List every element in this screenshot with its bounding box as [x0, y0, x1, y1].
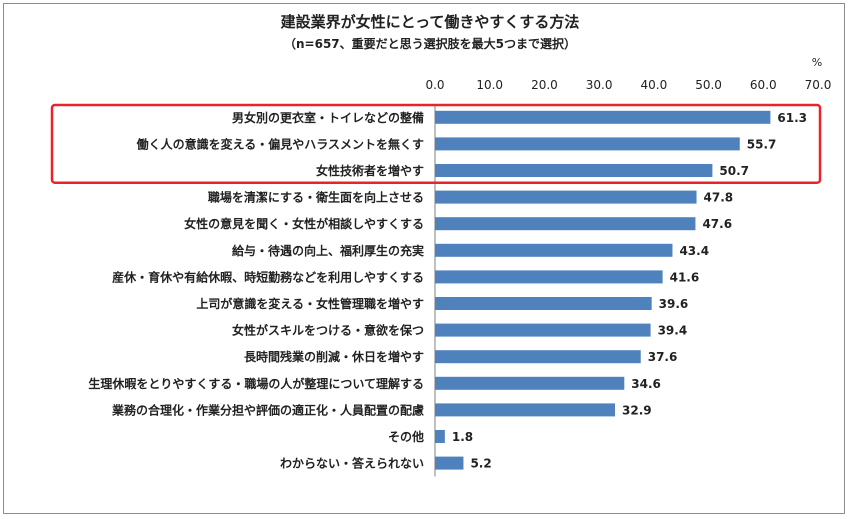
- category-labels: 男女別の更衣室・トイレなどの整備働く人の意識を変える・偏見やハラスメントを無くす…: [88, 110, 424, 471]
- bar: [435, 164, 713, 177]
- category-label: 女性技術者を増やす: [316, 163, 424, 178]
- x-tick-label: 70.0: [805, 78, 832, 92]
- data-label: 34.6: [631, 377, 661, 391]
- chart-title: 建設業界が女性にとって働きやすくする方法: [281, 13, 580, 31]
- bar: [435, 323, 651, 337]
- bar: [435, 217, 696, 231]
- data-label: 55.7: [747, 137, 777, 151]
- bar: [435, 430, 445, 443]
- category-label: 給与・待遇の向上、福利厚生の充実: [232, 243, 424, 258]
- chart-subtitle: （n=657、重要だと思う選択肢を最大5つまで選択）: [284, 36, 576, 51]
- category-label: 女性がスキルをつける・意欲を保つ: [232, 323, 424, 338]
- data-label: 50.7: [719, 164, 749, 178]
- bar: [435, 456, 464, 470]
- category-label: 長時間残業の削減・休日を増やす: [244, 349, 424, 364]
- highlight-box: [50, 103, 822, 185]
- unit-label: %: [812, 56, 822, 69]
- data-label: 47.8: [704, 191, 734, 205]
- data-label: 43.4: [679, 244, 709, 258]
- x-tick-label: 20.0: [531, 78, 558, 92]
- bar: [435, 190, 697, 204]
- category-label: わからない・答えられない: [280, 456, 424, 471]
- category-label: 上司が意識を変える・女性管理職を増やす: [196, 296, 424, 311]
- data-label: 39.4: [658, 324, 688, 338]
- data-label: 37.6: [648, 350, 678, 364]
- category-label: 産休・育休や有給休暇、時短勤務などを利用しやすくする: [112, 269, 424, 284]
- x-axis-ticks: 0.0 10.0 20.0 30.0 40.0 50.0 60.0 70.0: [425, 78, 831, 92]
- category-label: 女性の意見を聞く・女性が相談しやすくする: [184, 216, 424, 231]
- data-label: 39.6: [659, 297, 689, 311]
- category-label: 生理休暇をとりやすくする・職場の人が整理について理解する: [88, 376, 424, 391]
- bar-series: [435, 110, 771, 470]
- bar: [435, 137, 740, 151]
- x-tick-label: 50.0: [695, 78, 722, 92]
- x-tick-label: 60.0: [750, 78, 777, 92]
- bar: [435, 243, 673, 257]
- data-label: 61.3: [777, 111, 807, 125]
- bar: [435, 350, 641, 364]
- bar: [435, 297, 652, 310]
- category-label: 職場を清潔にする・衛生面を向上させる: [208, 190, 424, 205]
- x-tick-label: 40.0: [640, 78, 667, 92]
- data-label: 5.2: [470, 457, 491, 471]
- x-tick-label: 0.0: [425, 78, 444, 92]
- data-labels: 61.355.7 50.7 47.8 47.6 43.4 41.6 39.6 39.4 37.6…: [452, 111, 807, 471]
- category-label: その他: [388, 429, 424, 444]
- data-label: 32.9: [622, 403, 652, 417]
- bar: [435, 270, 663, 284]
- data-label: 47.6: [702, 217, 732, 231]
- category-label: 働く人の意識を変える・偏見やハラスメントを無くす: [136, 136, 424, 151]
- x-tick-label: 10.0: [476, 78, 503, 92]
- chart-frame: [3, 3, 845, 514]
- category-label: 業務の合理化・作業分担や評価の適正化・人員配置の配慮: [111, 402, 424, 417]
- category-label: 男女別の更衣室・トイレなどの整備: [232, 110, 424, 125]
- data-label: 41.6: [670, 270, 700, 284]
- bar: [435, 110, 771, 124]
- bar: [435, 403, 616, 417]
- x-tick-label: 30.0: [586, 78, 613, 92]
- data-label: 1.8: [452, 430, 473, 444]
- bar: [435, 376, 625, 390]
